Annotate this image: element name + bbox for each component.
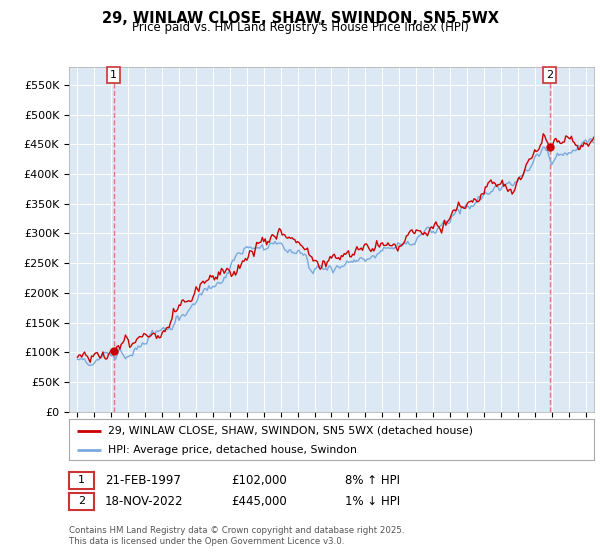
Text: 1% ↓ HPI: 1% ↓ HPI: [345, 495, 400, 508]
Text: 18-NOV-2022: 18-NOV-2022: [105, 495, 184, 508]
Text: £102,000: £102,000: [231, 474, 287, 487]
Text: 1: 1: [78, 475, 85, 486]
Text: 21-FEB-1997: 21-FEB-1997: [105, 474, 181, 487]
Text: Contains HM Land Registry data © Crown copyright and database right 2025.
This d: Contains HM Land Registry data © Crown c…: [69, 526, 404, 546]
Text: £445,000: £445,000: [231, 495, 287, 508]
Text: 29, WINLAW CLOSE, SHAW, SWINDON, SN5 5WX (detached house): 29, WINLAW CLOSE, SHAW, SWINDON, SN5 5WX…: [109, 426, 473, 436]
Text: 1: 1: [110, 70, 117, 80]
Text: Price paid vs. HM Land Registry's House Price Index (HPI): Price paid vs. HM Land Registry's House …: [131, 21, 469, 34]
Text: 2: 2: [546, 70, 553, 80]
Text: HPI: Average price, detached house, Swindon: HPI: Average price, detached house, Swin…: [109, 445, 357, 455]
Text: 8% ↑ HPI: 8% ↑ HPI: [345, 474, 400, 487]
Text: 29, WINLAW CLOSE, SHAW, SWINDON, SN5 5WX: 29, WINLAW CLOSE, SHAW, SWINDON, SN5 5WX: [101, 11, 499, 26]
Text: 2: 2: [78, 496, 85, 506]
